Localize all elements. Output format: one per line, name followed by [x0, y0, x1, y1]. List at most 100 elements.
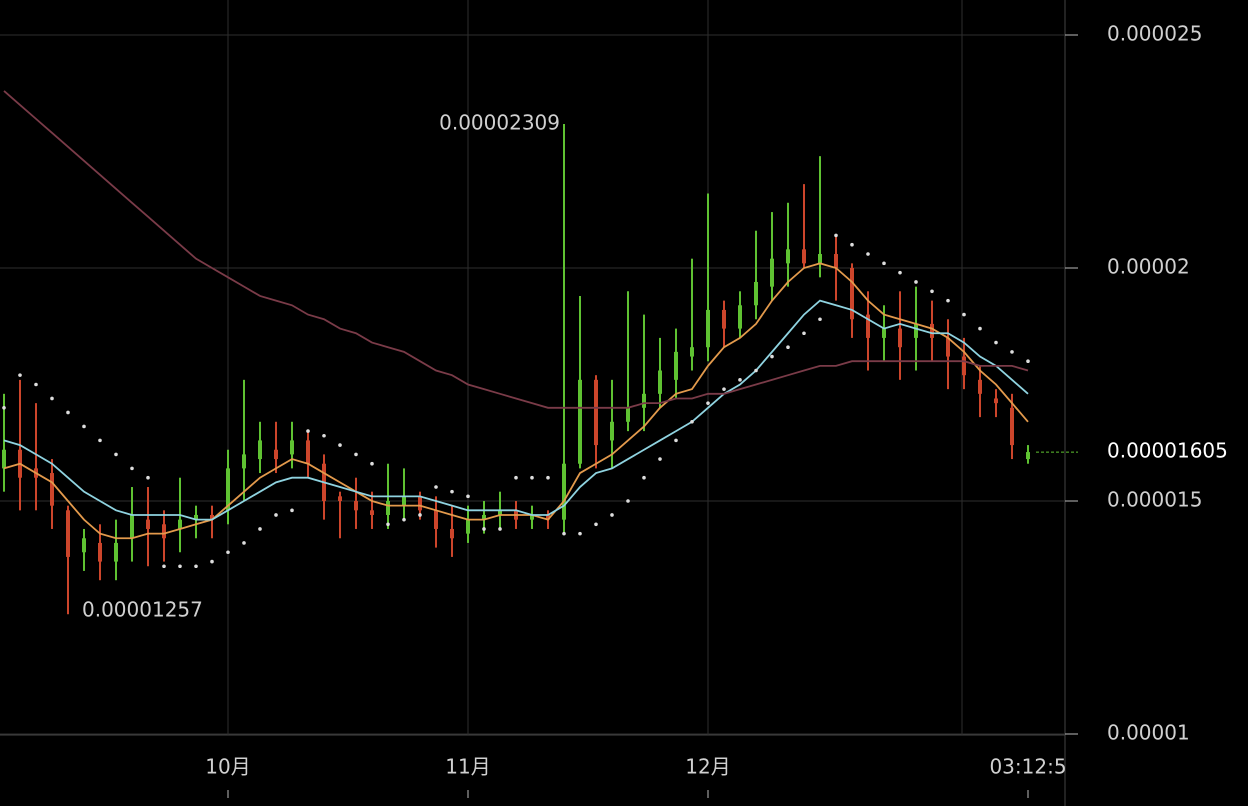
candle-body [258, 440, 262, 460]
y-tick-label: 0.000015 [1107, 488, 1202, 512]
sar-dot [210, 559, 214, 564]
candle-body [210, 514, 214, 520]
sar-dot [562, 531, 566, 536]
candle-body [530, 514, 534, 520]
y-tick-label: 0.00002 [1107, 255, 1190, 279]
candle-body [802, 249, 806, 264]
sar-dot [18, 373, 22, 377]
last-price-label: 0.00001605 [1107, 439, 1228, 463]
sar-dot [370, 461, 374, 466]
candle-body [962, 356, 966, 376]
sar-dot [338, 443, 342, 447]
candle-body [130, 514, 134, 539]
sar-dot [818, 317, 822, 322]
candle-body [818, 254, 822, 264]
sar-dot [466, 494, 470, 499]
candle-body [642, 393, 646, 408]
sar-dot [882, 261, 886, 266]
sar-dot [194, 564, 198, 569]
sar-dot [178, 564, 182, 569]
candle-body [402, 496, 406, 506]
sar-dot [786, 345, 790, 350]
sar-dot [402, 517, 406, 522]
sar-dot [50, 396, 54, 401]
sar-dot [578, 531, 582, 536]
sar-dot [802, 331, 806, 336]
sar-dot [242, 541, 246, 545]
candle-body [834, 254, 838, 268]
candle-body [722, 309, 726, 329]
candle-body [114, 542, 118, 562]
sar-dot [674, 438, 678, 443]
candle-body [546, 514, 550, 520]
sar-dot [322, 433, 326, 438]
candle-body [98, 542, 102, 562]
sar-dot [994, 340, 998, 345]
sar-dot [866, 252, 870, 256]
x-tick-label: 10月 [205, 755, 250, 779]
sar-dot [770, 354, 774, 359]
candle-body [450, 528, 454, 539]
candle-body [674, 351, 678, 380]
sar-dot [610, 513, 614, 517]
candle-body [354, 501, 358, 511]
sar-dot [274, 513, 278, 517]
candle-body [162, 524, 166, 539]
moving-average [3, 90, 1029, 409]
x-tick-label: 03:12:5 [989, 755, 1066, 779]
sar-dot [354, 452, 358, 457]
y-tick-label: 0.00001 [1107, 721, 1190, 745]
candle-body [578, 379, 582, 464]
sar-dot [2, 406, 6, 410]
sar-dot [754, 368, 758, 373]
candle-body [594, 379, 598, 446]
candle-body [610, 421, 614, 441]
sar-dot [834, 233, 838, 238]
candle-body [946, 337, 950, 357]
sar-dot [146, 475, 150, 480]
sar-dot [978, 326, 982, 331]
sar-dot [258, 527, 262, 531]
candle-body [738, 305, 742, 329]
sar-dot [386, 522, 390, 527]
sar-dot [290, 508, 294, 513]
candle-body [2, 449, 6, 469]
sar-dot [658, 457, 662, 461]
candle-body [914, 323, 918, 338]
high-label: 0.00002309 [439, 111, 560, 135]
candle-body [850, 268, 854, 320]
sar-dot [514, 475, 518, 480]
candle-body [242, 454, 246, 469]
sar-dot [98, 438, 102, 443]
candle-body [306, 440, 310, 464]
sar-dot [434, 485, 438, 489]
candle-body [978, 379, 982, 394]
candle-body [866, 314, 870, 338]
candle-body [370, 510, 374, 515]
candle-body [994, 398, 998, 404]
sar-dot [498, 527, 502, 531]
candle-body [882, 328, 886, 338]
sar-dot [34, 382, 38, 387]
candle-body [274, 449, 278, 460]
x-tick-label: 12月 [685, 755, 730, 779]
low-label: 0.00001257 [82, 598, 203, 622]
sar-dot [306, 429, 310, 433]
sar-dot [114, 452, 118, 457]
candle-body [194, 514, 198, 520]
sar-dot [450, 489, 454, 494]
candle-body [754, 281, 758, 306]
sar-dot [642, 475, 646, 480]
sar-dot [706, 401, 710, 405]
sar-dot [130, 466, 134, 471]
candle-body [1010, 407, 1014, 446]
sar-dot [946, 298, 950, 303]
sar-dot [226, 550, 230, 555]
sar-dot [66, 410, 70, 415]
candle-body [338, 496, 342, 501]
sar-dot [930, 289, 934, 294]
candle-body [146, 519, 150, 529]
